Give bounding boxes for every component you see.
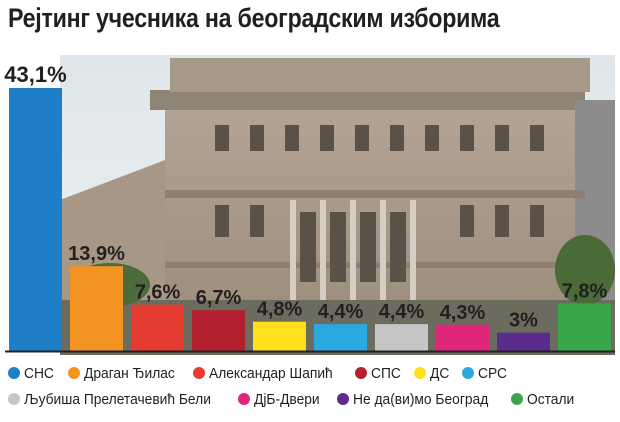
bar-8 — [436, 324, 489, 351]
legend-item-3: Александар Шапић — [193, 365, 344, 382]
value-label-5: 4,8% — [257, 299, 303, 321]
legend-label: Не да(ви)мо Београд — [352, 390, 488, 408]
city-hall-photo — [60, 55, 615, 355]
bar-5 — [253, 321, 306, 351]
value-labels: 43,1% 13,9% 7,6% 6,7% 4,8% 4,4% 4,4% 4,3% 3% 7,8% — [4, 62, 607, 332]
legend-item-9: Не да(ви)мо Београд — [336, 390, 500, 408]
bar-3 — [131, 304, 184, 351]
legend-label: ДС — [430, 364, 450, 382]
legend-label: СПС — [370, 364, 401, 382]
legend-item-5: ДС — [414, 365, 451, 382]
legend-label: Александар Шапић — [209, 364, 333, 382]
legend-label: СРС — [478, 364, 508, 382]
legend-item-4: СПС — [354, 364, 403, 382]
legend-item-10: Остали — [510, 390, 578, 408]
bar-1 — [9, 88, 62, 351]
bars — [9, 88, 611, 351]
legend: СНС Драган Ђилас Александар Шапић СПС ДС СРС Љ… — [8, 360, 618, 412]
legend-item-1: СНС — [8, 365, 57, 382]
legend-label: Драган Ђилас — [83, 364, 175, 382]
legend-dot-icon — [414, 367, 427, 379]
bar-4 — [192, 310, 245, 351]
legend-dot-icon — [354, 367, 367, 379]
legend-item-2: Драган Ђилас — [67, 364, 183, 382]
legend-item-6: СРС — [462, 365, 510, 382]
value-label-8: 4,3% — [440, 302, 486, 324]
legend-label: Љубиша Прелетачевић Бели — [24, 390, 211, 408]
value-label-10: 7,8% — [562, 280, 608, 302]
legend-dot-icon — [462, 367, 475, 379]
legend-dot-icon — [336, 393, 349, 405]
legend-item-8: ДјБ-Двери — [238, 391, 325, 408]
legend-dot-icon — [193, 367, 206, 379]
bar-2 — [70, 266, 123, 351]
bar-9 — [497, 332, 550, 351]
legend-row-1: СНС Драган Ђилас Александар Шапић СПС ДС СРС — [8, 360, 618, 386]
legend-label: СНС — [24, 364, 54, 382]
legend-dot-icon — [510, 393, 523, 405]
value-label-1: 43,1% — [4, 62, 66, 87]
bar-chart: 43,1% 13,9% 7,6% 6,7% 4,8% 4,4% 4,4% 4,3% 3% 7,8% — [4, 55, 615, 355]
value-label-7: 4,4% — [379, 301, 425, 323]
legend-label: Остали — [526, 390, 574, 408]
value-label-6: 4,4% — [318, 301, 364, 323]
chart-title: Рејтинг учесника на београдским изборима — [8, 3, 500, 33]
bar-7 — [375, 324, 428, 351]
bar-10 — [558, 303, 611, 351]
legend-dot-icon — [8, 393, 20, 405]
bar-6 — [314, 324, 367, 351]
legend-dot-icon — [238, 393, 251, 405]
legend-item-7: Љубиша Прелетачевић Бели — [8, 391, 227, 408]
legend-label: ДјБ-Двери — [254, 390, 320, 408]
value-label-9: 3% — [509, 310, 538, 332]
legend-dot-icon — [67, 367, 80, 379]
value-label-2: 13,9% — [68, 243, 125, 265]
legend-dot-icon — [8, 367, 20, 379]
value-label-4: 6,7% — [196, 287, 242, 309]
legend-row-2: Љубиша Прелетачевић Бели ДјБ-Двери Не да(в… — [8, 386, 618, 412]
value-label-3: 7,6% — [135, 282, 181, 304]
